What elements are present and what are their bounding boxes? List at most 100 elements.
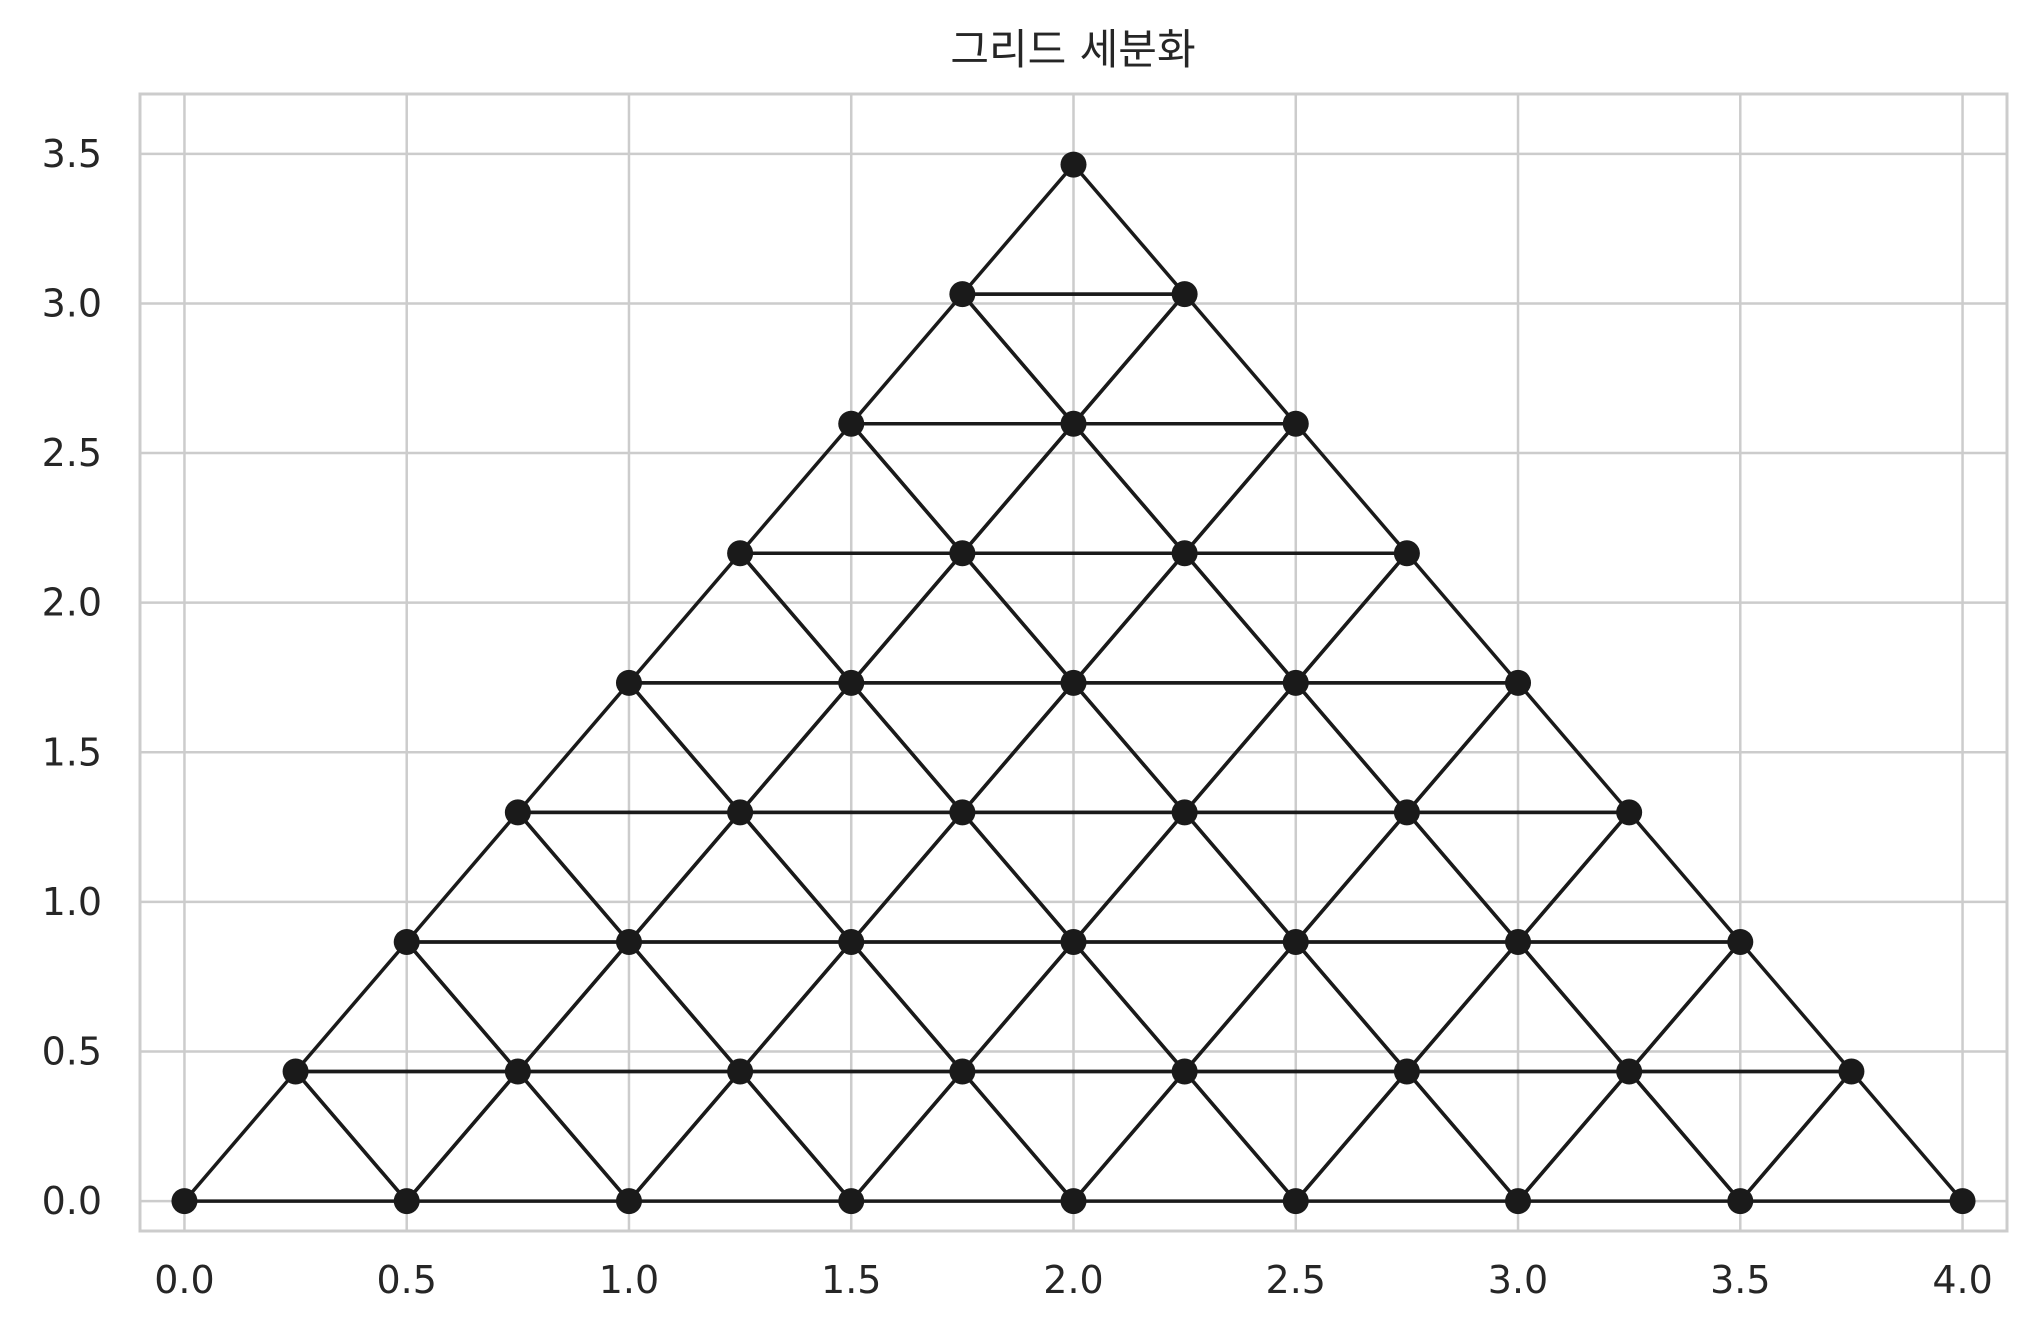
mesh-edge: [1627, 810, 1743, 944]
x-tick-label: 1.5: [821, 1258, 881, 1302]
mesh-edge: [1182, 1069, 1298, 1203]
mesh-node: [393, 928, 420, 955]
mesh-edge: [960, 810, 1076, 944]
mesh-edge: [960, 421, 1076, 556]
mesh-edge: [1182, 421, 1298, 556]
mesh-edge: [960, 681, 1076, 815]
mesh-edge: [849, 810, 965, 944]
mesh-edge: [1071, 551, 1187, 685]
mesh-edge: [849, 940, 965, 1074]
mesh-edge: [1071, 292, 1187, 426]
y-axis-ticks: 0.0 0.5 1.0 1.5 2.0 2.5 3.0 3.5: [42, 132, 102, 1223]
y-tick-label: 0.5: [42, 1029, 102, 1073]
mesh-edge: [293, 940, 409, 1074]
grid-lines: [140, 94, 2007, 1231]
mesh-node: [949, 540, 976, 567]
mesh-edges: [182, 162, 1965, 1203]
mesh-edge: [1071, 162, 1187, 296]
y-tick-label: 3.5: [42, 132, 102, 176]
mesh-node: [1282, 669, 1309, 696]
mesh-node: [727, 1058, 754, 1085]
mesh-node: [1060, 410, 1087, 437]
mesh-node: [949, 799, 976, 826]
mesh-edge: [1294, 551, 1409, 685]
mesh-edge: [182, 1069, 298, 1203]
mesh-node: [282, 1058, 309, 1085]
mesh-edge: [849, 551, 965, 685]
mesh-node: [1060, 151, 1087, 178]
mesh-edge: [960, 292, 1076, 426]
mesh-node: [1505, 928, 1532, 955]
x-tick-label: 1.0: [599, 1258, 659, 1302]
y-tick-label: 1.0: [42, 880, 102, 924]
mesh-node: [1616, 1058, 1643, 1085]
mesh-edge: [1294, 681, 1409, 815]
y-tick-label: 1.5: [42, 730, 102, 774]
mesh-edge: [627, 1069, 742, 1203]
mesh-edge: [1182, 810, 1298, 944]
mesh-edge: [1405, 1069, 1520, 1203]
mesh-edge: [738, 421, 853, 556]
mesh-edge: [404, 1069, 520, 1203]
x-tick-label: 2.5: [1266, 1258, 1326, 1302]
mesh-edge: [1516, 940, 1631, 1074]
mesh-edge: [1405, 810, 1520, 944]
mesh-node: [727, 540, 754, 567]
mesh-edge: [1294, 1069, 1409, 1203]
mesh-node: [1171, 540, 1198, 567]
x-tick-label: 0.0: [154, 1258, 214, 1302]
mesh-edge: [293, 1069, 409, 1203]
mesh-edge: [627, 681, 742, 815]
mesh-edge: [1849, 1069, 1965, 1203]
mesh-edge: [738, 940, 853, 1074]
plot-frame: [138, 92, 2009, 1233]
mesh-node: [1393, 799, 1420, 826]
mesh-edge: [738, 810, 853, 944]
mesh-edge: [1182, 940, 1298, 1074]
mesh-edge: [1071, 681, 1187, 815]
mesh-node: [1727, 1188, 1754, 1215]
mesh-edge: [627, 551, 742, 685]
mesh-node: [1616, 799, 1643, 826]
mesh-edge: [1627, 1069, 1743, 1203]
y-tick-label: 2.0: [42, 581, 102, 625]
mesh-edge: [1071, 940, 1187, 1074]
mesh-edge: [627, 810, 742, 944]
mesh-edge: [1627, 940, 1743, 1074]
mesh-edge: [960, 940, 1076, 1074]
mesh-node: [1505, 669, 1532, 696]
mesh-edge: [1182, 292, 1298, 426]
mesh-edge: [1738, 940, 1854, 1074]
mesh-edge: [1405, 940, 1520, 1074]
mesh-edge: [960, 551, 1076, 685]
mesh-edge: [1294, 940, 1409, 1074]
mesh-node: [615, 928, 642, 955]
mesh-edge: [1182, 681, 1298, 815]
mesh-edge: [627, 940, 742, 1074]
mesh-node: [1171, 799, 1198, 826]
mesh-node: [838, 669, 865, 696]
mesh-edge: [960, 162, 1076, 296]
mesh-node: [504, 799, 531, 826]
y-tick-label: 3.0: [42, 281, 102, 325]
mesh-node: [1838, 1058, 1865, 1085]
mesh-node: [1393, 1058, 1420, 1085]
mesh-edge: [1294, 810, 1409, 944]
mesh-node: [615, 1188, 642, 1215]
mesh-node: [949, 281, 976, 308]
mesh-edge: [516, 810, 631, 944]
mesh-node: [1505, 1188, 1532, 1215]
mesh-edge: [1405, 681, 1520, 815]
mesh-edge: [849, 681, 965, 815]
mesh-node: [504, 1058, 531, 1085]
mesh-node: [949, 1058, 976, 1085]
mesh-edge: [738, 551, 853, 685]
mesh-node: [1282, 1188, 1309, 1215]
mesh-edge: [1182, 551, 1298, 685]
mesh-edge: [516, 1069, 631, 1203]
mesh-node: [838, 410, 865, 437]
mesh-node: [1282, 928, 1309, 955]
x-tick-label: 4.0: [1932, 1258, 1992, 1302]
x-tick-label: 0.5: [376, 1258, 436, 1302]
